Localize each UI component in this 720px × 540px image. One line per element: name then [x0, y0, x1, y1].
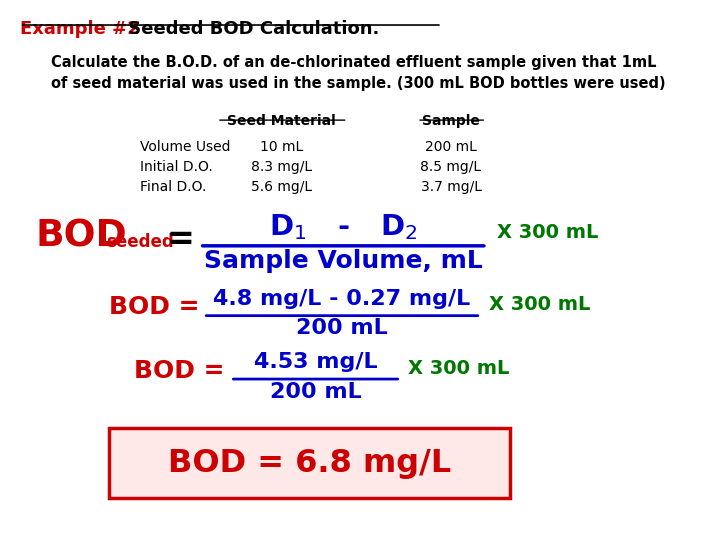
- Text: Sample: Sample: [422, 114, 480, 128]
- Text: Initial D.O.: Initial D.O.: [140, 160, 212, 174]
- Text: BOD =: BOD =: [109, 295, 199, 319]
- Text: X 300 mL: X 300 mL: [498, 222, 598, 242]
- Text: 200 mL: 200 mL: [270, 382, 361, 402]
- Text: 8.5 mg/L: 8.5 mg/L: [420, 160, 482, 174]
- Text: Calculate the B.O.D. of an de-chlorinated effluent sample given that 1mL: Calculate the B.O.D. of an de-chlorinate…: [50, 55, 656, 70]
- Text: 8.3 mg/L: 8.3 mg/L: [251, 160, 312, 174]
- Text: BOD = 6.8 mg/L: BOD = 6.8 mg/L: [168, 448, 451, 479]
- Text: BOD =: BOD =: [134, 359, 225, 383]
- Text: X 300 mL: X 300 mL: [489, 295, 590, 314]
- Text: Final D.O.: Final D.O.: [140, 180, 207, 194]
- Text: 4.53 mg/L: 4.53 mg/L: [253, 352, 377, 372]
- Text: 200 mL: 200 mL: [425, 140, 477, 154]
- Text: 10 mL: 10 mL: [260, 140, 303, 154]
- Text: 5.6 mg/L: 5.6 mg/L: [251, 180, 312, 194]
- Text: D$_1$   -   D$_2$: D$_1$ - D$_2$: [269, 212, 418, 242]
- Text: 3.7 mg/L: 3.7 mg/L: [420, 180, 482, 194]
- Text: seeded: seeded: [106, 233, 174, 252]
- Text: Volume Used: Volume Used: [140, 140, 230, 154]
- Text: 4.8 mg/L - 0.27 mg/L: 4.8 mg/L - 0.27 mg/L: [213, 289, 471, 309]
- Text: Sample Volume, mL: Sample Volume, mL: [204, 248, 482, 273]
- Text: Example #2: Example #2: [20, 20, 140, 38]
- Text: of seed material was used in the sample. (300 mL BOD bottles were used): of seed material was used in the sample.…: [50, 76, 665, 91]
- Text: X 300 mL: X 300 mL: [408, 359, 509, 377]
- Text: Seeded BOD Calculation.: Seeded BOD Calculation.: [122, 20, 379, 38]
- Text: BOD: BOD: [35, 219, 127, 255]
- FancyBboxPatch shape: [109, 428, 510, 498]
- Text: =: =: [166, 222, 194, 256]
- Text: 200 mL: 200 mL: [296, 319, 388, 339]
- Text: Seed Material: Seed Material: [228, 114, 336, 128]
